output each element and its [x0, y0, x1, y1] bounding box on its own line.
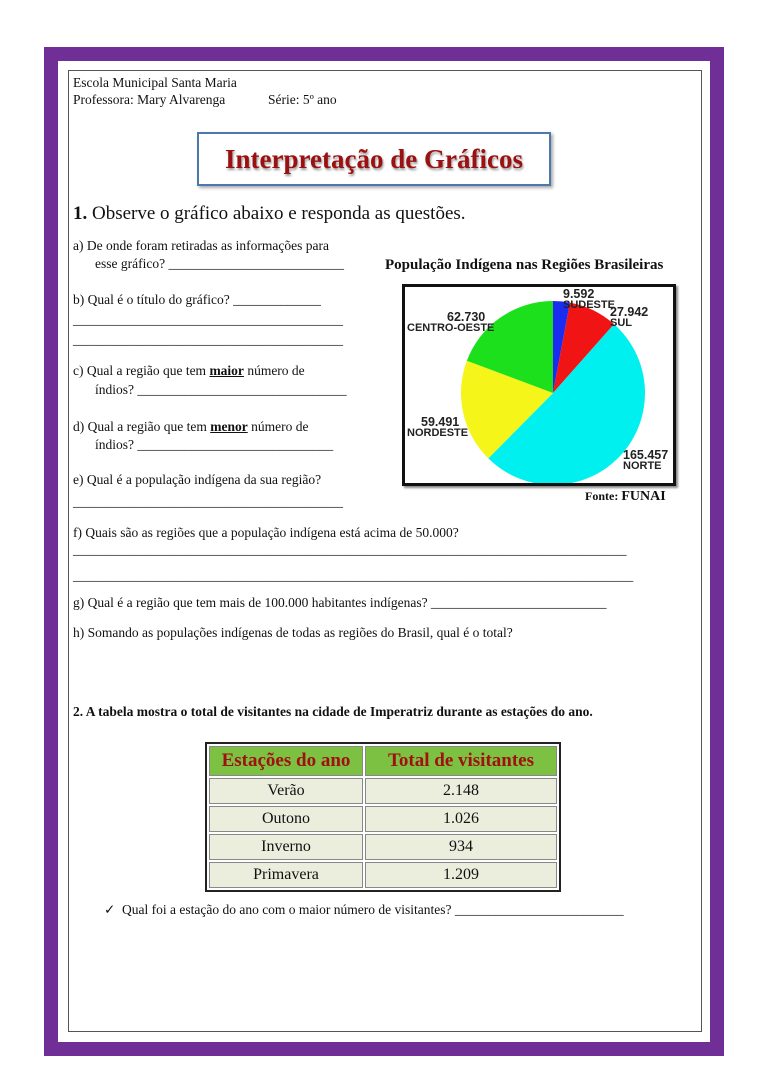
question-f: f) Quais são as regiões que a população … [73, 525, 459, 540]
question-c-line2: índios? _______________________________ [95, 382, 347, 397]
table-row: Inverno 934 [209, 834, 557, 860]
inner-page-border [68, 70, 702, 1032]
question-e-line1: e) Qual é a população indígena da sua re… [73, 472, 322, 487]
column-header: Total de visitantes [365, 746, 557, 776]
worksheet-title: Interpretação de Gráficos [225, 143, 523, 174]
grade: Série: 5º ano [268, 92, 337, 107]
answer-line: ________________________________________ [73, 494, 343, 509]
season-cell: Inverno [209, 834, 363, 860]
question-a-line1: a) De onde foram retiradas as informaçõe… [73, 238, 329, 253]
label-centro-oeste: 62.730 CENTRO-OESTE [407, 310, 495, 334]
question-g: g) Qual é a região que tem mais de 100.0… [73, 595, 607, 610]
pie-chart [461, 301, 646, 486]
question-c-line1: c) Qual a região que tem maior número de [73, 363, 305, 378]
visitors-cell: 934 [365, 834, 557, 860]
answer-line: ________________________________________ [73, 312, 343, 327]
table-row: Primavera 1.209 [209, 862, 557, 888]
label-sudeste: 9.592 SUDESTE [563, 287, 615, 311]
label-nordeste: 59.491 NORDESTE [407, 415, 469, 439]
question-h: h) Somando as populações indígenas de to… [73, 625, 513, 640]
question-2-prompt: Qual foi a estação do ano com o maior nú… [122, 902, 624, 917]
question-d-line1: d) Qual a região que tem menor número de [73, 419, 309, 434]
column-header: Estações do ano [209, 746, 363, 776]
purple-page-border [44, 47, 724, 1056]
pie-slice-centro-oeste [466, 301, 553, 393]
answer-line: ________________________________________… [73, 568, 634, 583]
visitors-cell: 2.148 [365, 778, 557, 804]
chart-title: População Indígena nas Regiões Brasileir… [385, 257, 664, 273]
pie-slice-sul [553, 302, 615, 393]
season-cell: Primavera [209, 862, 363, 888]
question-b-line1: b) Qual é o título do gráfico? _________… [73, 292, 321, 307]
answer-line: ________________________________________… [73, 542, 627, 557]
season-cell: Outono [209, 806, 363, 832]
table-row: Outono 1.026 [209, 806, 557, 832]
pie-chart-box: 9.592 SUDESTE 27.942 SUL 165.457 NORTE 59.4… [402, 284, 676, 486]
answer-line: ________________________________________ [73, 332, 343, 347]
question-a-line2: esse gráfico? __________________________ [95, 256, 344, 271]
pie-slice-norte [488, 324, 646, 486]
worksheet-title-box: Interpretação de Gráficos [197, 132, 551, 186]
table-header-row: Estações do ano Total de visitantes [209, 746, 557, 776]
label-sul: 27.942 SUL [610, 305, 649, 329]
checkmark-icon: ✓ [104, 902, 116, 917]
question-2: 2. A tabela mostra o total de visitantes… [73, 704, 593, 719]
question-1-heading: 1. Observe o gráfico abaixo e responda a… [73, 203, 466, 224]
visitors-cell: 1.209 [365, 862, 557, 888]
label-norte: 165.457 NORTE [623, 448, 669, 472]
season-cell: Verão [209, 778, 363, 804]
table-row: Verão 2.148 [209, 778, 557, 804]
chart-source: Fonte: FUNAI [585, 489, 666, 504]
pie-slice-nordeste [461, 360, 553, 459]
visitors-cell: 1.026 [365, 806, 557, 832]
question-d-line2: índios? _____________________________ [95, 437, 334, 452]
visitors-table: Estações do ano Total de visitantes Verã… [205, 742, 561, 892]
pie-slice-sudeste [553, 301, 570, 393]
school-name: Escola Municipal Santa Maria [73, 75, 237, 90]
teacher-name: Professora: Mary Alvarenga [73, 92, 226, 107]
